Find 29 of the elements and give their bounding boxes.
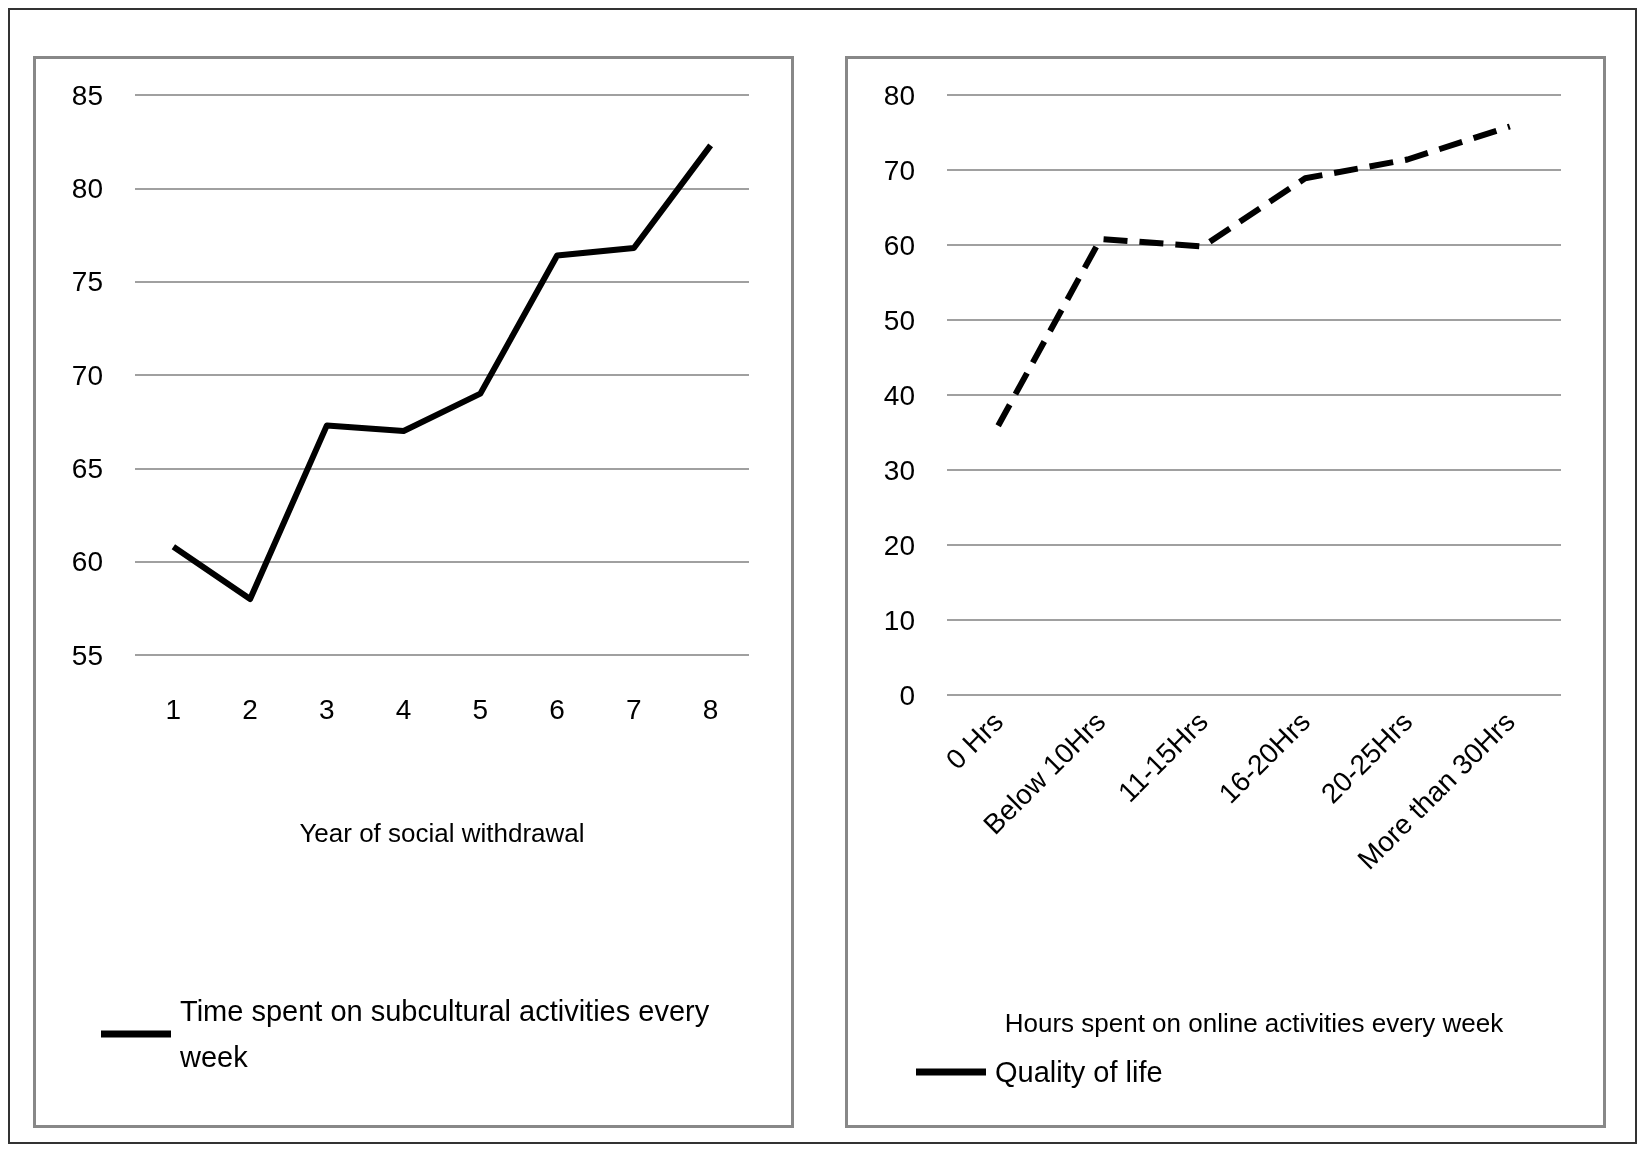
y-tick-label: 80 [71,172,103,204]
y-tick-label: 40 [883,379,915,411]
x-tick-label: 4 [395,693,412,725]
legend-label: Time spent on subcultural activities every week [179,995,718,1073]
x-tick-label: 3 [319,693,335,725]
x-axis-title: Hours spent on online activities every week [1004,1008,1505,1038]
x-tick-label: 2 [242,693,258,725]
y-tick-label: 50 [883,304,915,336]
y-tick-label: 60 [71,546,103,578]
y-tick-label: 80 [883,79,915,111]
y-tick-label: 75 [71,266,103,298]
y-tick-label: 70 [71,359,103,391]
y-tick-label: 70 [883,154,915,186]
x-tick-label: 0 Hrs [939,706,1010,776]
y-tick-label: 85 [71,79,103,111]
x-tick-label: 5 [472,693,489,725]
y-tick-label: 20 [883,529,915,561]
x-tick-label: 1 [165,693,182,725]
legend-label: Quality of life [995,1056,1163,1088]
y-tick-label: 30 [883,454,915,486]
x-tick-label: 6 [549,693,565,725]
y-tick-label: 65 [71,452,103,484]
y-tick-label: 0 [899,679,915,711]
y-tick-label: 60 [883,229,915,261]
x-tick-label: 8 [702,693,719,725]
y-tick-label: 10 [883,604,915,636]
x-axis-title: Year of social withdrawal [299,818,585,848]
y-tick-label: 55 [71,639,103,671]
x-tick-label: 7 [626,693,642,725]
